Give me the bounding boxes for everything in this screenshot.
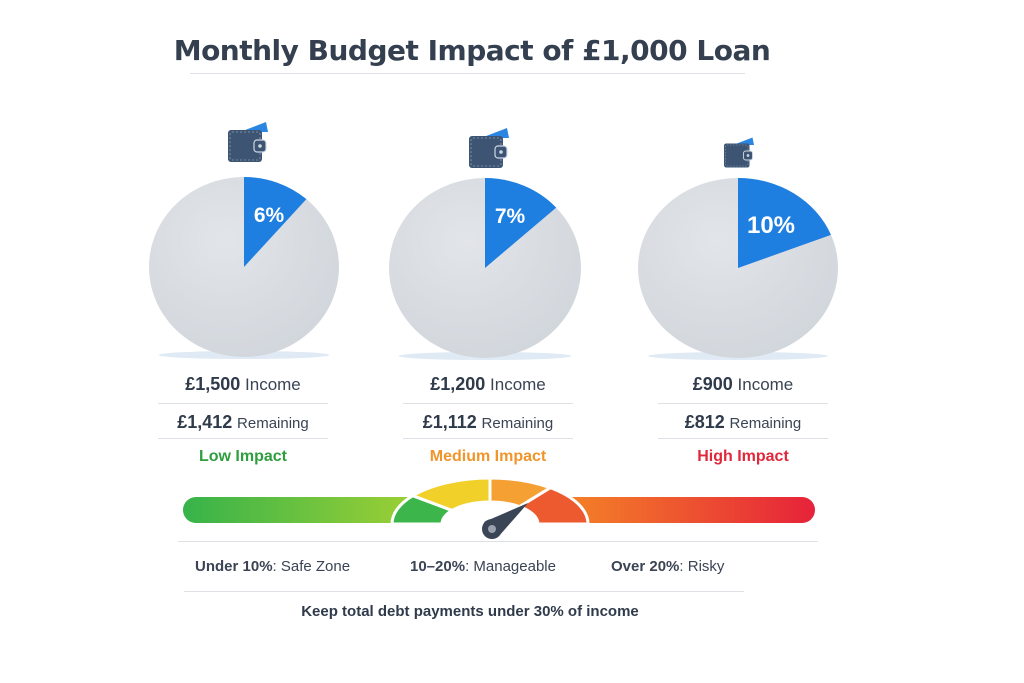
pie-slice-loan [244, 177, 307, 267]
remaining-row: £812 Remaining [684, 412, 802, 432]
chart-title: Monthly Budget Impact of £1,000 Loan [173, 34, 771, 67]
pie-chart: 6% [149, 177, 339, 359]
pie-chart: 7% [389, 178, 581, 360]
legend-divider-bottom [184, 591, 744, 592]
row-divider [403, 438, 573, 439]
gauge-bar-right [545, 497, 815, 523]
legend-risky: Over 20%: Risky [611, 558, 725, 575]
pie-chart: 10% [638, 178, 838, 360]
remaining-row: £1,412 Remaining [177, 412, 309, 432]
pie-stats: £1,200 Income £1,112 Remaining Medium Im… [403, 374, 573, 466]
pie-percent-label: 10% [747, 212, 795, 239]
row-divider [403, 403, 573, 404]
footer-note: Keep total debt payments under 30% of in… [301, 603, 639, 620]
title-divider [190, 73, 745, 74]
income-row: £900 Income [692, 374, 794, 394]
pie-percent-label: 6% [254, 204, 285, 227]
row-divider [658, 438, 828, 439]
gauge-segment [516, 486, 590, 526]
pie-percent-label: 7% [495, 205, 526, 228]
legend-manageable: 10–20%: Manageable [410, 558, 556, 575]
row-divider [658, 403, 828, 404]
wallet-icon [469, 128, 509, 168]
pie-stats: £1,500 Income £1,412 Remaining Low Impac… [158, 374, 328, 466]
pie-stats: £900 Income £812 Remaining High Impact [658, 374, 828, 466]
gauge-bar-left [183, 497, 433, 523]
income-row: £1,200 Income [430, 374, 546, 394]
pie-slice-loan [738, 178, 831, 268]
pie-slice-loan [485, 178, 557, 268]
impact-label: Low Impact [198, 448, 287, 465]
row-divider [158, 403, 328, 404]
income-row: £1,500 Income [185, 374, 301, 394]
remaining-row: £1,112 Remaining [422, 412, 554, 432]
legend-safe: Under 10%: Safe Zone [195, 558, 351, 575]
wallet-icon [228, 122, 268, 162]
wallet-icon [724, 137, 754, 168]
gauge-needle-pin [488, 525, 496, 533]
impact-label: High Impact [697, 448, 789, 465]
row-divider [158, 438, 328, 439]
legend-divider-top [178, 541, 818, 542]
risk-gauge [183, 476, 815, 539]
impact-label: Medium Impact [429, 448, 547, 465]
